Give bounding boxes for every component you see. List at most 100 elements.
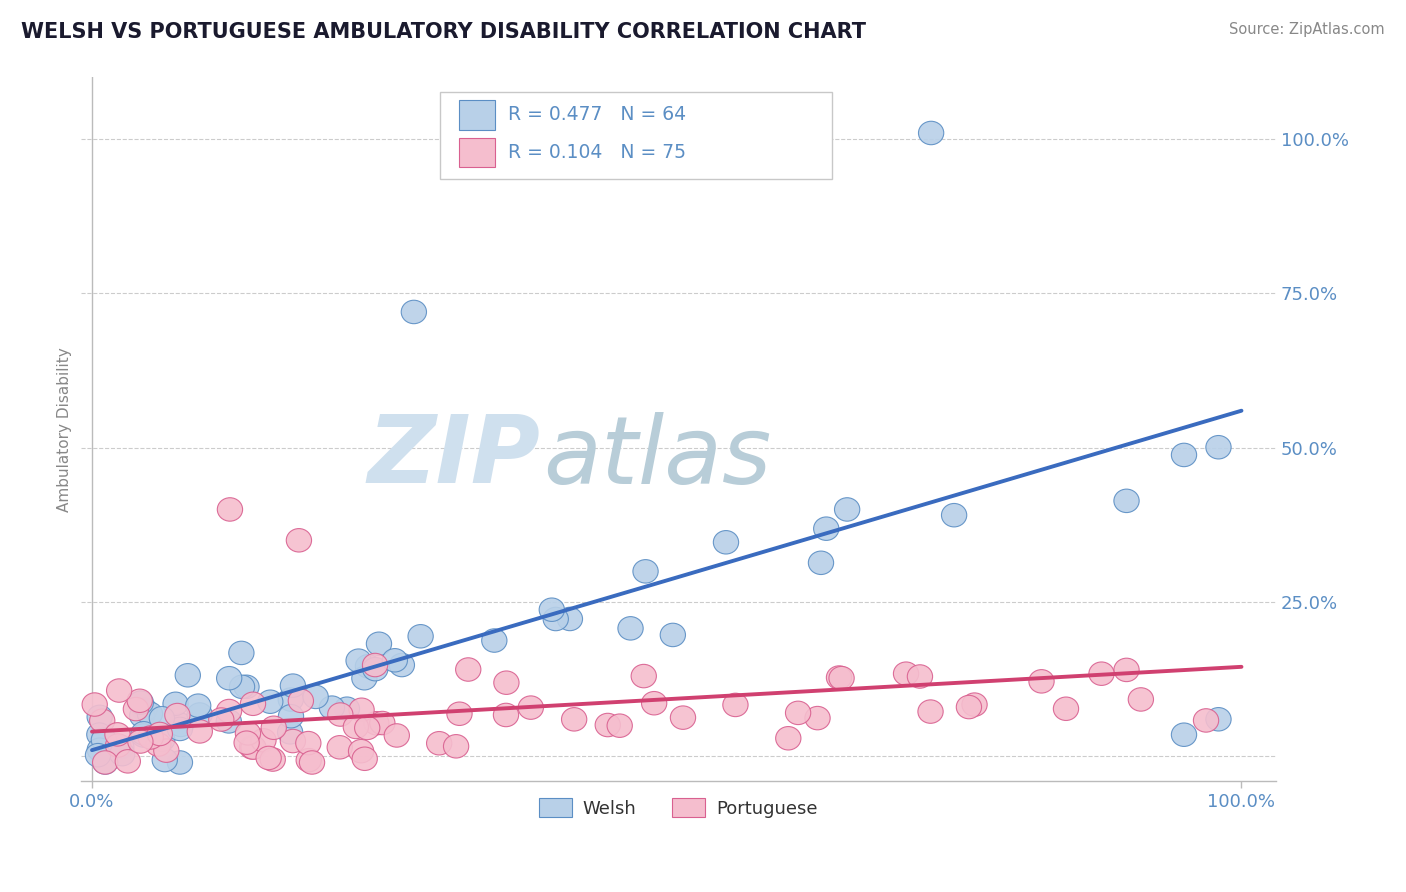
Ellipse shape xyxy=(108,735,134,759)
Ellipse shape xyxy=(82,693,107,716)
Ellipse shape xyxy=(814,517,839,541)
FancyBboxPatch shape xyxy=(440,92,832,178)
Ellipse shape xyxy=(956,696,981,719)
Text: R = 0.477   N = 64: R = 0.477 N = 64 xyxy=(509,105,686,124)
Ellipse shape xyxy=(90,709,115,732)
Ellipse shape xyxy=(229,641,254,665)
Ellipse shape xyxy=(208,707,233,731)
Ellipse shape xyxy=(346,649,371,673)
Ellipse shape xyxy=(808,551,834,574)
Ellipse shape xyxy=(217,710,242,733)
Ellipse shape xyxy=(304,685,328,708)
Ellipse shape xyxy=(1029,670,1054,693)
Ellipse shape xyxy=(132,698,157,722)
Ellipse shape xyxy=(426,731,451,755)
Ellipse shape xyxy=(776,727,801,750)
Ellipse shape xyxy=(830,666,855,690)
Ellipse shape xyxy=(1194,709,1219,732)
Ellipse shape xyxy=(893,662,918,685)
Text: Source: ZipAtlas.com: Source: ZipAtlas.com xyxy=(1229,22,1385,37)
Ellipse shape xyxy=(280,674,305,698)
Ellipse shape xyxy=(217,666,242,690)
Ellipse shape xyxy=(87,738,112,762)
Ellipse shape xyxy=(443,735,468,758)
Ellipse shape xyxy=(167,717,193,740)
Ellipse shape xyxy=(163,692,188,715)
Ellipse shape xyxy=(1114,489,1139,513)
Ellipse shape xyxy=(835,498,860,521)
Ellipse shape xyxy=(631,665,657,688)
Ellipse shape xyxy=(389,653,415,677)
Ellipse shape xyxy=(153,739,179,763)
Ellipse shape xyxy=(561,707,586,731)
Ellipse shape xyxy=(370,711,395,735)
Ellipse shape xyxy=(87,705,112,729)
Ellipse shape xyxy=(661,624,686,647)
Ellipse shape xyxy=(138,726,163,749)
Ellipse shape xyxy=(217,699,242,723)
Ellipse shape xyxy=(918,121,943,145)
Ellipse shape xyxy=(335,697,360,721)
Ellipse shape xyxy=(148,723,173,746)
Ellipse shape xyxy=(942,503,967,527)
Ellipse shape xyxy=(131,722,156,745)
Ellipse shape xyxy=(235,722,260,745)
Ellipse shape xyxy=(91,728,117,752)
Ellipse shape xyxy=(107,679,132,702)
Ellipse shape xyxy=(617,616,643,640)
Ellipse shape xyxy=(260,747,285,772)
Ellipse shape xyxy=(827,665,852,690)
Ellipse shape xyxy=(250,729,276,752)
Text: R = 0.104   N = 75: R = 0.104 N = 75 xyxy=(509,144,686,162)
Ellipse shape xyxy=(557,607,582,631)
Ellipse shape xyxy=(1206,435,1232,459)
Ellipse shape xyxy=(299,751,325,774)
Legend: Welsh, Portuguese: Welsh, Portuguese xyxy=(531,791,824,825)
Ellipse shape xyxy=(723,693,748,716)
Ellipse shape xyxy=(239,736,264,759)
Ellipse shape xyxy=(319,696,344,719)
Ellipse shape xyxy=(240,692,266,715)
Bar xyxy=(460,100,495,129)
Ellipse shape xyxy=(287,529,312,552)
Ellipse shape xyxy=(352,747,377,771)
Ellipse shape xyxy=(1171,723,1197,747)
Ellipse shape xyxy=(167,751,193,774)
Y-axis label: Ambulatory Disability: Ambulatory Disability xyxy=(58,347,72,512)
Ellipse shape xyxy=(367,632,392,656)
Ellipse shape xyxy=(363,657,388,681)
Ellipse shape xyxy=(349,739,374,763)
Ellipse shape xyxy=(129,704,155,728)
Ellipse shape xyxy=(713,531,738,554)
Ellipse shape xyxy=(149,728,174,751)
Ellipse shape xyxy=(110,742,135,766)
Ellipse shape xyxy=(641,691,666,715)
Ellipse shape xyxy=(349,698,374,722)
Ellipse shape xyxy=(93,751,118,774)
Ellipse shape xyxy=(280,730,305,753)
Ellipse shape xyxy=(328,703,353,726)
Ellipse shape xyxy=(262,716,287,739)
Ellipse shape xyxy=(176,664,201,687)
Ellipse shape xyxy=(165,703,190,727)
Ellipse shape xyxy=(1206,707,1232,731)
Ellipse shape xyxy=(233,675,259,698)
Text: ZIP: ZIP xyxy=(368,411,541,503)
Ellipse shape xyxy=(354,716,380,739)
Ellipse shape xyxy=(146,733,172,756)
Ellipse shape xyxy=(543,607,568,631)
Ellipse shape xyxy=(187,703,212,726)
Ellipse shape xyxy=(907,665,932,689)
Ellipse shape xyxy=(384,723,409,747)
Ellipse shape xyxy=(138,702,163,725)
Ellipse shape xyxy=(233,731,259,755)
Ellipse shape xyxy=(343,715,368,739)
Ellipse shape xyxy=(1114,658,1139,681)
Ellipse shape xyxy=(93,751,118,774)
Ellipse shape xyxy=(127,689,152,713)
Ellipse shape xyxy=(87,723,112,747)
Ellipse shape xyxy=(494,703,519,727)
Ellipse shape xyxy=(1128,688,1153,711)
Ellipse shape xyxy=(186,694,211,717)
Ellipse shape xyxy=(607,714,633,738)
